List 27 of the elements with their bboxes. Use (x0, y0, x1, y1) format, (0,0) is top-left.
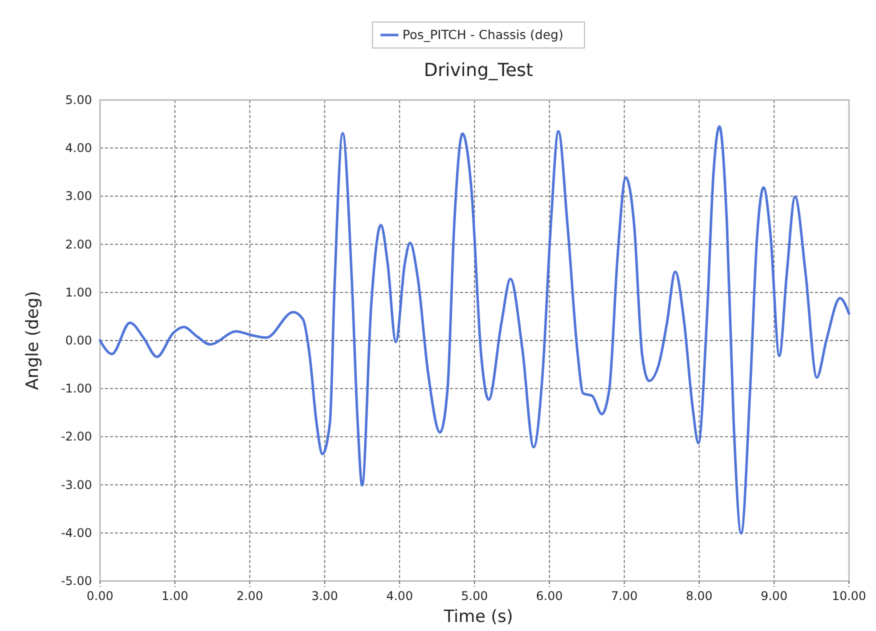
x-tick-label: 3.00 (311, 589, 338, 603)
y-tick-label: 2.00 (65, 237, 92, 252)
y-tick-label: -4.00 (60, 526, 92, 540)
y-tick-label: -3.00 (60, 478, 92, 492)
y-tick-label: 4.00 (65, 141, 92, 156)
x-tick-label: 6.00 (536, 589, 563, 603)
x-axis-title: Time (s) (442, 607, 514, 627)
x-tick-label: 10.00 (832, 589, 866, 603)
line-series (98, 125, 850, 535)
x-tick-label: 2.00 (236, 589, 264, 603)
x-tick-label: 5.00 (461, 589, 488, 603)
chart-title: Driving_Test (424, 60, 534, 81)
y-tick-label: 0.00 (65, 334, 92, 348)
y-tick-label: -1.00 (60, 382, 92, 396)
x-tick-label: 7.00 (610, 589, 638, 603)
x-tick-label: 9.00 (760, 589, 788, 603)
y-tick-label: -5.00 (60, 574, 92, 588)
y-tick-label: 3.00 (65, 189, 92, 204)
x-tick-label: 4.00 (386, 589, 413, 603)
y-tick-label: -2.00 (60, 430, 92, 444)
y-axis-title: Angle (deg) (23, 290, 43, 390)
x-tick-label: 0.00 (86, 589, 114, 603)
x-tick-label: 1.00 (162, 589, 188, 603)
x-tick-label: 8.00 (686, 589, 713, 603)
y-tick-label: 5.00 (65, 93, 92, 107)
legend-label: Pos_PITCH - Chassis (deg) (402, 27, 564, 42)
y-tick-label: 1.00 (65, 285, 92, 300)
